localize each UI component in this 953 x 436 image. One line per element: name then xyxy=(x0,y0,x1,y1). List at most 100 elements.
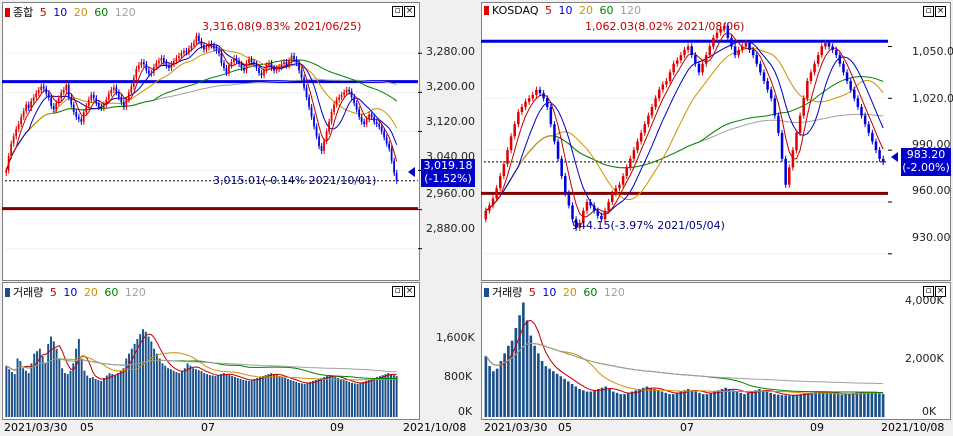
candle-body xyxy=(795,132,798,151)
candle-body xyxy=(730,37,733,47)
volume-bar xyxy=(247,380,250,417)
candle-body xyxy=(672,63,675,73)
volume-bar xyxy=(317,378,320,417)
candle-body xyxy=(265,65,268,71)
candle-body xyxy=(253,62,255,65)
candle-body xyxy=(288,60,290,66)
vol-ma5-label: 5 xyxy=(528,286,536,299)
volume-bar xyxy=(709,392,713,417)
volume-bar xyxy=(91,377,94,417)
candle-body xyxy=(152,66,155,73)
volume-bar xyxy=(626,392,630,417)
volume-bar xyxy=(694,391,698,417)
ma60-label: 60 xyxy=(599,4,614,17)
volume-bar xyxy=(353,383,356,417)
volume-bar xyxy=(24,370,27,417)
candle-body xyxy=(553,124,556,142)
restore-icon[interactable]: ▫ xyxy=(923,6,934,17)
right-volume-title: 거래량 xyxy=(492,286,523,299)
candle-body xyxy=(853,89,856,99)
volume-bar xyxy=(615,392,619,417)
candle-body xyxy=(654,98,657,107)
candle-body xyxy=(679,55,683,61)
candle-body xyxy=(368,114,370,120)
candle-body xyxy=(632,150,636,159)
volume-bar xyxy=(724,387,728,417)
volume-bar xyxy=(272,374,275,417)
volume-bar xyxy=(211,375,214,417)
volume-bar xyxy=(208,375,211,417)
right-current-change: (-2.00%) xyxy=(902,161,950,174)
volume-bar xyxy=(153,348,156,417)
volume-bar xyxy=(72,363,75,417)
volume-bar xyxy=(284,378,287,417)
candle-body xyxy=(223,63,225,68)
volume-bar xyxy=(390,374,393,417)
volume-bar xyxy=(231,376,234,417)
candle-body xyxy=(12,136,15,144)
ma10-label: 10 xyxy=(558,4,573,17)
close-icon[interactable]: × xyxy=(404,286,415,297)
volume-bar xyxy=(83,370,86,417)
volume-bar xyxy=(33,353,36,417)
volume-bar xyxy=(61,368,64,417)
volume-bar xyxy=(728,389,731,417)
volume-bar xyxy=(119,370,122,417)
candle-body xyxy=(683,49,686,56)
volume-bar xyxy=(686,389,690,417)
volume-bar xyxy=(555,373,559,417)
volume-bar xyxy=(660,391,664,417)
volume-bar xyxy=(821,392,825,417)
candle-body xyxy=(120,97,123,103)
volume-bar xyxy=(339,378,342,417)
candle-body xyxy=(90,94,93,100)
volume-bar xyxy=(833,393,836,417)
ma5-line xyxy=(5,41,398,171)
close-icon[interactable]: × xyxy=(935,286,946,297)
candle-body xyxy=(860,106,863,116)
volume-bar xyxy=(384,374,387,417)
candle-body xyxy=(603,210,607,220)
volume-bar xyxy=(765,391,769,417)
ma5-label: 5 xyxy=(545,4,553,17)
volume-bar xyxy=(239,378,242,417)
restore-icon[interactable]: ▫ xyxy=(392,6,403,17)
candle-body xyxy=(275,68,278,71)
volume-bar xyxy=(495,368,499,417)
volume-bar xyxy=(58,358,61,417)
volume-bar xyxy=(155,353,158,417)
candle-body xyxy=(535,89,538,95)
candle-body xyxy=(697,63,701,73)
candle-body xyxy=(751,49,755,56)
volume-bar xyxy=(578,389,581,417)
candle-body xyxy=(147,70,150,74)
candle-body xyxy=(22,110,25,117)
candle-body xyxy=(245,63,248,71)
volume-bar xyxy=(167,368,170,417)
volume-bar xyxy=(44,363,47,417)
candle-body xyxy=(701,63,704,73)
restore-icon[interactable]: ▫ xyxy=(923,286,934,297)
ma120-label: 120 xyxy=(620,4,642,17)
candle-body xyxy=(190,45,193,49)
volume-bar xyxy=(373,378,376,417)
close-icon[interactable]: × xyxy=(935,6,946,17)
volume-bar xyxy=(122,368,125,417)
left-xlabel-3: 09 xyxy=(330,421,344,434)
candle-body xyxy=(315,126,318,137)
candle-body xyxy=(556,141,560,159)
close-icon[interactable]: × xyxy=(404,6,415,17)
volume-bar xyxy=(97,379,100,417)
volume-bar xyxy=(503,353,506,417)
volume-bar xyxy=(111,374,114,417)
candle-body xyxy=(225,67,228,73)
candle-body xyxy=(538,89,542,94)
legend-marker-icon xyxy=(5,8,10,17)
candle-body xyxy=(285,62,288,66)
candle-body xyxy=(92,94,95,99)
candle-body xyxy=(874,141,878,151)
candle-body xyxy=(878,150,881,159)
volume-bar xyxy=(525,320,529,417)
restore-icon[interactable]: ▫ xyxy=(392,286,403,297)
